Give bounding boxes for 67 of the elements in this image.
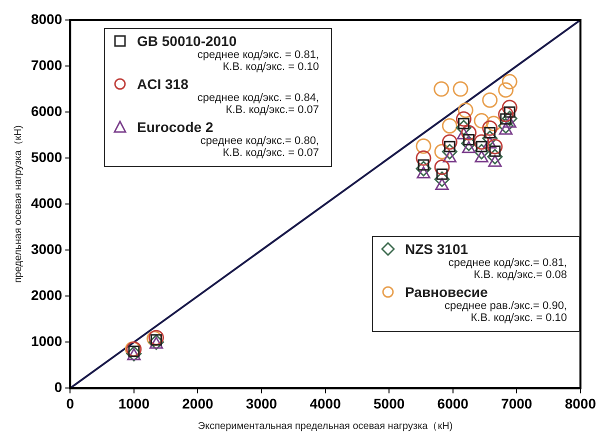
annotation: К.В. код/экс. = 0.07: [222, 147, 320, 159]
x-tick-label: 6000: [437, 395, 469, 412]
y-tick-label: 3000: [30, 240, 62, 257]
point: [483, 136, 497, 149]
point: [502, 100, 518, 116]
annotation: среднее код/экс. = 0.84,: [196, 92, 320, 104]
annotation: К.В. код/экс.= 0.08: [472, 269, 568, 281]
x-tick-label: 8000: [564, 395, 596, 412]
x-tick-label: 4000: [310, 395, 342, 412]
point: [434, 81, 450, 97]
point: [498, 82, 514, 98]
legend-label: ACI 318: [137, 76, 188, 92]
x-axis-title: Экспериментальная предельная осевая нагрузка（кН): [198, 420, 453, 432]
point: [498, 106, 514, 122]
point: [452, 81, 468, 97]
x-tick-label: 7000: [501, 395, 532, 412]
annotation: среднее рав./экс.= 0.90,: [443, 300, 568, 312]
annotation: К.В. код/экс.= 0.07: [224, 104, 320, 116]
point: [456, 120, 472, 136]
x-tick-label: 0: [66, 395, 74, 412]
point: [487, 148, 503, 164]
x-tick-label: 3000: [246, 395, 278, 412]
y-tick-label: 2000: [30, 287, 62, 304]
point: [416, 160, 432, 176]
point: [442, 134, 458, 150]
y-tick-label: 4000: [30, 194, 62, 211]
y-axis-title: предельная осевая нагрузка（кН): [12, 125, 24, 283]
legend-label: Eurocode 2: [137, 119, 214, 135]
y-tick-label: 7000: [30, 56, 62, 73]
point: [458, 102, 474, 118]
point: [434, 171, 450, 187]
legend-label: NZS 3101: [405, 241, 468, 257]
point: [434, 160, 450, 176]
point: [502, 110, 518, 126]
point: [474, 144, 490, 160]
point: [498, 118, 514, 134]
annotation: среднее код/экс. = 0.81,: [196, 49, 320, 61]
y-tick-label: 5000: [30, 148, 62, 165]
point: [434, 144, 450, 160]
x-tick-label: 5000: [373, 395, 405, 412]
point: [442, 144, 458, 160]
legend-label: Равновесие: [405, 284, 488, 300]
point: [416, 138, 432, 154]
y-tick-label: 1000: [30, 333, 62, 350]
point: [482, 92, 498, 108]
point: [487, 138, 503, 154]
legend-label: GB 50010-2010: [137, 33, 237, 49]
point: [416, 150, 432, 166]
point: [502, 74, 518, 90]
y-tick-label: 0: [54, 379, 62, 396]
x-tick-label: 2000: [182, 395, 214, 412]
point: [442, 118, 458, 134]
point: [461, 125, 477, 141]
annotation: среднее код/экс.= 0.80,: [199, 135, 320, 147]
annotation: К.В. код/экс. = 0.10: [470, 312, 568, 324]
point: [461, 136, 477, 152]
point: [486, 116, 502, 132]
point: [456, 111, 472, 127]
x-tick-label: 1000: [118, 395, 150, 412]
point: [474, 134, 490, 150]
y-tick-label: 8000: [30, 10, 62, 27]
y-tick-label: 6000: [30, 102, 62, 119]
point: [474, 113, 490, 129]
point: [482, 130, 498, 146]
annotation: среднее код/экс.= 0.81,: [447, 257, 568, 269]
point: [482, 120, 498, 136]
annotation: К.В. код/экс. = 0.10: [222, 61, 320, 73]
